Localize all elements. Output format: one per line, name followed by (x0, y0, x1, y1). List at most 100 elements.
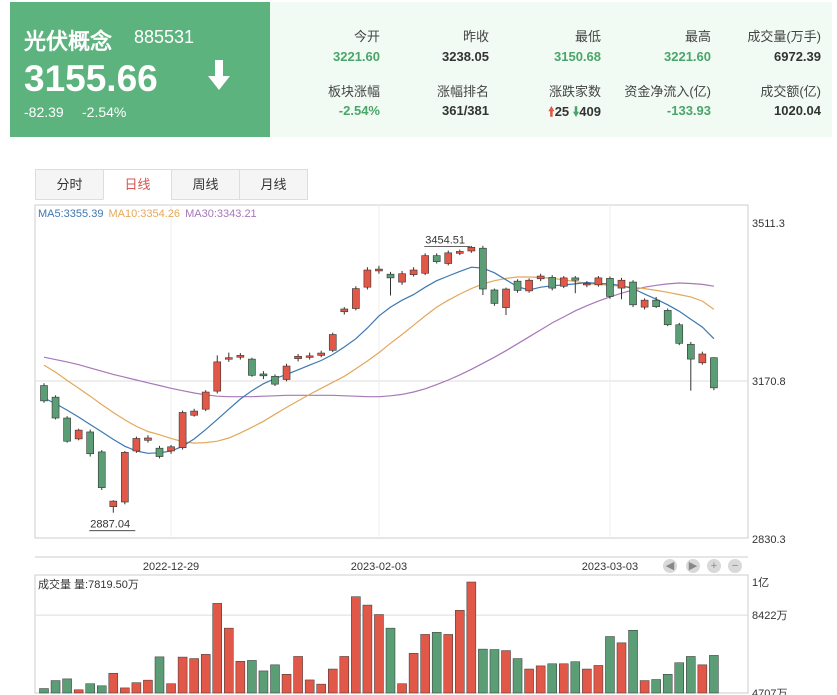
up-arrow-icon: 🠙 (548, 104, 555, 119)
decline-count: 409 (579, 104, 601, 119)
zoom-out-button[interactable]: − (728, 559, 742, 573)
candle (294, 353, 302, 362)
volume-bar (224, 627, 234, 694)
candle-body (97, 451, 106, 488)
candle-body (259, 373, 268, 377)
candle (155, 445, 164, 459)
advance-count: 25 (554, 104, 570, 119)
candle-body (282, 365, 291, 380)
volume-bar (120, 687, 130, 694)
stat-value-net-inflow: -133.93 (666, 103, 711, 118)
candle-body (548, 277, 557, 289)
volume-bar (131, 682, 142, 694)
date-tick-label: 2022-12-29 (143, 561, 199, 573)
stat-value-prev-close: 3238.05 (442, 49, 489, 64)
volume-bar (374, 614, 384, 694)
stat-label-low: 最低 (574, 29, 601, 44)
tab-intraday[interactable]: 分时 (35, 169, 103, 200)
candle (40, 383, 48, 403)
stat-label-high: 最高 (684, 29, 711, 44)
candle (178, 410, 187, 450)
index-summary-panel: 光伏概念 885531 3155.66 -82.39 -2.54% (10, 2, 270, 137)
candle-body (710, 357, 718, 389)
tab-daily[interactable]: 日线 (103, 169, 171, 200)
candle-body (444, 252, 453, 264)
candle (629, 280, 637, 308)
volume-bar (316, 683, 326, 694)
candle-body (490, 289, 499, 304)
date-tick-label: 2023-03-03 (582, 561, 638, 573)
volume-bar (293, 656, 303, 694)
volume-bar (339, 656, 350, 694)
stat-value-turnover: 1020.04 (774, 103, 821, 118)
stat-label-prev-close: 昨收 (462, 29, 489, 44)
candle-body (305, 355, 314, 358)
volume-bar (547, 663, 557, 694)
tab-weekly[interactable]: 周线 (171, 169, 239, 200)
volume-bar (50, 680, 61, 694)
candle (363, 267, 372, 290)
candle-body (536, 275, 545, 280)
candle (490, 288, 499, 306)
candle-body (594, 277, 603, 286)
candle (225, 352, 233, 362)
candle-body (340, 308, 349, 313)
candle (513, 279, 522, 293)
stat-value-low: 3150.68 (554, 49, 601, 64)
candle (121, 450, 129, 505)
candle (663, 308, 672, 327)
candle (640, 298, 649, 310)
stat-label-turnover: 成交额(亿) (760, 84, 821, 99)
candle (352, 286, 360, 311)
stat-value-sector-gain: -2.54% (338, 103, 380, 118)
volume-bar (628, 629, 638, 694)
zoom-in-button[interactable]: + (707, 559, 721, 573)
period-tabs: 分时 日线 周线 月线 (35, 169, 308, 200)
ma5-line (43, 266, 715, 454)
stat-value-adv-decl: 🠙25 🠛409 (491, 103, 601, 125)
stat-value-rank: 361/381 (442, 103, 489, 118)
volume-bar (674, 662, 684, 694)
volume-tick-label: 4707万 (752, 688, 787, 695)
stat-label-volume: 成交量(万手) (747, 29, 821, 44)
volume-bar (651, 679, 661, 694)
candle (583, 281, 591, 288)
ma10-line (43, 276, 715, 444)
candle (455, 249, 464, 256)
candle (467, 245, 476, 253)
volume-bar (73, 689, 84, 694)
candle-body (178, 412, 187, 449)
stat-value-volume: 6972.39 (774, 49, 821, 64)
candle-body (328, 334, 337, 351)
volume-bar (258, 670, 269, 694)
candle-body (63, 417, 71, 442)
candle-body (583, 283, 591, 286)
candle-body (40, 385, 48, 402)
volume-bar (281, 674, 292, 694)
candle (63, 416, 71, 443)
candle-body (502, 288, 510, 308)
price-tick-label: 3511.3 (752, 218, 785, 230)
candle (236, 353, 245, 360)
candle (502, 287, 510, 316)
candle-body (606, 278, 614, 297)
candle-body (652, 299, 660, 307)
volume-bar (593, 665, 604, 694)
candle (594, 276, 603, 287)
stat-label-rank: 涨幅排名 (436, 84, 489, 99)
scroll-right-button[interactable]: ▶ (686, 559, 700, 573)
date-tick-label: 2023-02-03 (351, 561, 407, 573)
candle (686, 341, 695, 391)
tab-monthly[interactable]: 月线 (239, 169, 308, 200)
volume-bar (62, 678, 72, 694)
stat-label-sector-gain: 板块涨幅 (327, 84, 380, 99)
volume-bar (512, 658, 523, 694)
candle-body (640, 299, 649, 308)
extreme-annotation: 3454.51 (425, 234, 465, 246)
volume-bar (304, 679, 315, 694)
volume-bar (408, 653, 419, 694)
candle-body (225, 357, 233, 360)
scroll-left-button[interactable]: ◀ (663, 559, 677, 573)
ma10-legend: MA10:3354.26 (109, 208, 181, 220)
candle-body (155, 447, 164, 457)
